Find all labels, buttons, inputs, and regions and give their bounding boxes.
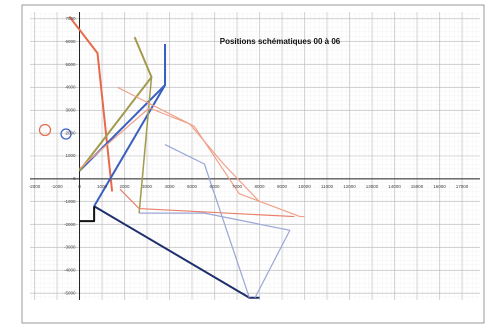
y-tick-label: 1000	[65, 153, 76, 158]
frame	[21, 4, 485, 324]
y-tick-label: -4000	[64, 267, 76, 272]
x-tick-label: 5000	[187, 184, 198, 189]
x-tick-label: 3000	[142, 184, 153, 189]
x-tick-label: 15000	[411, 184, 424, 189]
x-tick-label: 9000	[277, 184, 288, 189]
x-tick-label: 11000	[321, 184, 334, 189]
series-line	[68, 15, 114, 192]
series-lines	[68, 15, 305, 299]
y-tick-label: -3000	[64, 245, 76, 250]
series-line	[79, 107, 260, 203]
marker-circle	[60, 128, 72, 140]
x-tick-label: 17000	[456, 184, 469, 189]
series-line	[138, 77, 153, 214]
marker-circle	[38, 123, 52, 137]
series-line	[139, 212, 291, 298]
y-tick-label: 5000	[65, 62, 76, 67]
series-line	[117, 86, 305, 218]
x-tick-label: 0	[78, 184, 81, 189]
y-tick-label: 4000	[65, 85, 76, 90]
series-line	[164, 144, 250, 298]
y-tick-label: 2000	[65, 130, 76, 135]
chart-title: Positions schématiques 00 à 06	[220, 37, 341, 46]
x-tick-label: 12000	[343, 184, 356, 189]
y-tick-label: -1000	[64, 199, 76, 204]
x-tick-label: 13000	[366, 184, 379, 189]
grid	[30, 12, 480, 300]
y-tick-label: -5000	[64, 290, 76, 295]
x-tick-label: 8000	[254, 184, 265, 189]
x-tick-label: -1000	[51, 184, 63, 189]
y-tick-label: -2000	[64, 222, 76, 227]
x-tick-label: -2000	[29, 184, 41, 189]
x-tick-label: 4000	[164, 184, 175, 189]
y-tick-label: 6000	[65, 39, 76, 44]
x-tick-label: 7000	[232, 184, 243, 189]
y-tick-label: 0	[73, 176, 76, 181]
x-tick-label: 16000	[433, 184, 446, 189]
x-tick-label: 14000	[388, 184, 401, 189]
series-line	[79, 206, 96, 223]
x-tick-label: 2000	[119, 184, 130, 189]
series-line	[119, 188, 295, 218]
x-tick-label: 6000	[209, 184, 220, 189]
x-tick-label: 10000	[298, 184, 311, 189]
y-tick-label: 7000	[65, 16, 76, 21]
y-tick-label: 3000	[65, 107, 76, 112]
x-tick-label: 1000	[97, 184, 108, 189]
